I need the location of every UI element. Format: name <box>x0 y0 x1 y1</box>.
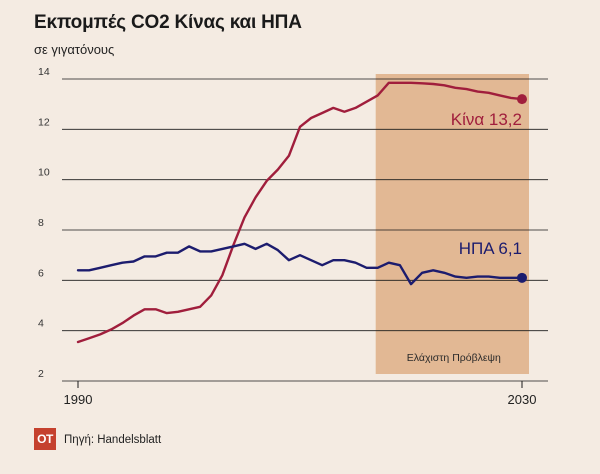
y-tick-label: 8 <box>38 217 44 229</box>
series-end-label: ΗΠΑ 6,1 <box>459 239 522 258</box>
x-tick-label: 1990 <box>64 392 93 407</box>
forecast-label: Ελάχιστη Πρόβλεψη <box>407 352 501 364</box>
ot-logo: ΟΤ <box>34 428 56 450</box>
y-tick-label: 6 <box>38 267 44 279</box>
y-tick-label: 10 <box>38 167 50 179</box>
y-tick-label: 2 <box>38 368 44 380</box>
source-note: Πηγή: Handelsblatt <box>64 434 162 446</box>
chart-subtitle: σε γιγατόνους <box>34 42 115 57</box>
series-line-china <box>76 81 524 344</box>
forecast-band <box>375 74 529 374</box>
x-tick-label: 2030 <box>508 392 537 407</box>
end-point-china <box>517 94 527 105</box>
series-end-label: Κίνα 13,2 <box>451 110 522 129</box>
y-tick-label: 12 <box>38 116 50 128</box>
y-tick-label: 14 <box>38 66 50 78</box>
end-point-usa <box>517 272 527 283</box>
y-tick-label: 4 <box>38 318 44 330</box>
series-line-usa <box>76 242 524 286</box>
chart-title: Εκπομπές CO2 Κίνας και ΗΠΑ <box>34 12 302 33</box>
